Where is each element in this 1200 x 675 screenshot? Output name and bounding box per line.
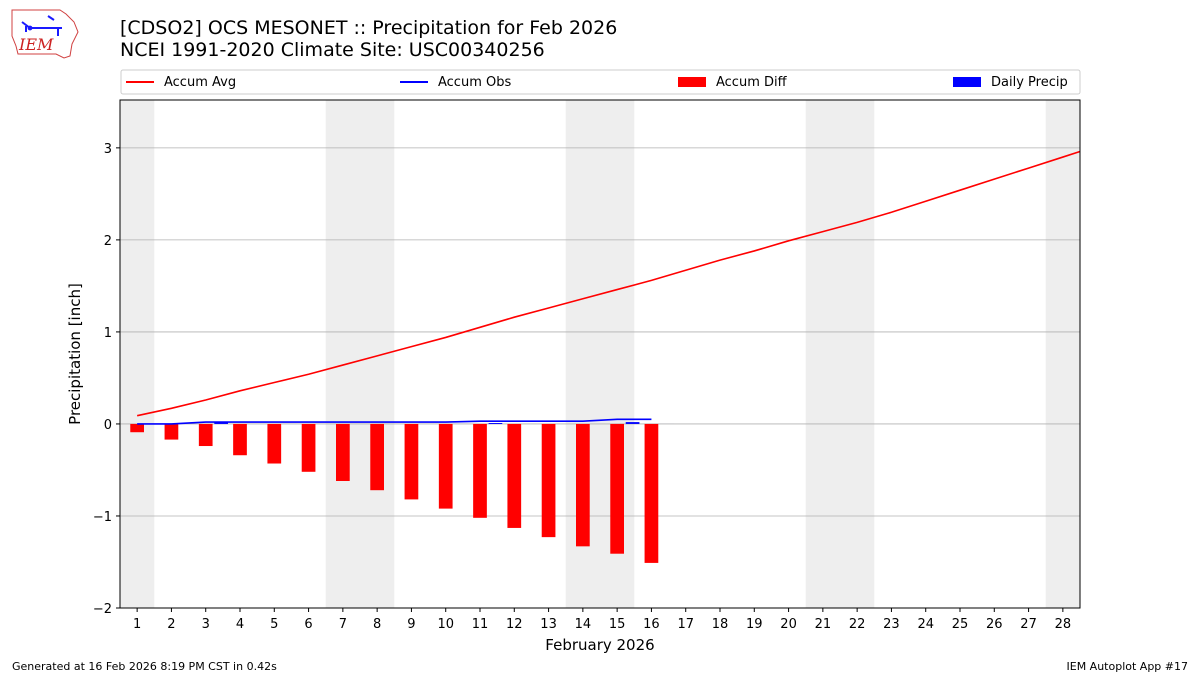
x-tick-label: 25 xyxy=(952,617,969,632)
accum-diff-bar xyxy=(644,423,659,563)
title-line-2: NCEI 1991-2020 Climate Site: USC00340256 xyxy=(120,39,545,61)
x-tick-label: 10 xyxy=(437,617,454,632)
x-tick-label: 15 xyxy=(609,617,626,632)
weekend-shade xyxy=(805,100,875,608)
x-tick-label: 5 xyxy=(270,617,278,632)
legend-box xyxy=(120,69,1081,95)
chart-title: [CDSO2] OCS MESONET :: Precipitation for… xyxy=(120,17,617,61)
accum-diff-bar xyxy=(610,423,624,554)
accum-diff-bar xyxy=(267,423,282,464)
accum-diff-bar xyxy=(233,423,247,456)
legend-bar-swatch xyxy=(678,77,706,87)
y-tick-label: −2 xyxy=(93,602,112,617)
daily-precip-bar xyxy=(214,422,228,424)
y-tick-label: 1 xyxy=(104,326,112,341)
y-tick-label: −1 xyxy=(93,510,112,525)
x-tick-label: 17 xyxy=(677,617,694,632)
accum-diff-bar xyxy=(473,423,487,518)
accum-diff-bar xyxy=(198,423,213,447)
weekend-shade xyxy=(1045,100,1080,608)
accum-diff-bar xyxy=(164,423,179,440)
x-tick-label: 14 xyxy=(575,617,592,632)
iem-logo: IEM xyxy=(11,9,79,59)
daily-precip-bar xyxy=(625,422,640,424)
x-axis-label: February 2026 xyxy=(545,636,654,654)
accum-avg-line xyxy=(136,150,1081,417)
accum-diff-bar xyxy=(130,423,144,433)
accum-diff-bar xyxy=(370,423,384,491)
x-tick-label: 4 xyxy=(236,617,244,632)
x-tick-label: 16 xyxy=(643,617,660,632)
weekend-shade xyxy=(120,100,155,608)
x-tick-label: 22 xyxy=(849,617,866,632)
x-tick-label: 20 xyxy=(780,617,797,632)
legend-label: Daily Precip xyxy=(991,75,1068,90)
accum-diff-bar xyxy=(301,423,316,472)
station-dot-icon xyxy=(27,25,33,31)
y-axis-label: Precipitation [inch] xyxy=(66,283,84,425)
x-tick-label: 28 xyxy=(1055,617,1072,632)
generated-timestamp: Generated at 16 Feb 2026 8:19 PM CST in … xyxy=(12,660,277,673)
x-tick-label: 13 xyxy=(540,617,557,632)
x-tick-label: 3 xyxy=(202,617,210,632)
accum-obs-line xyxy=(137,418,652,425)
title-line-1: [CDSO2] OCS MESONET :: Precipitation for… xyxy=(120,17,618,39)
legend-label: Accum Avg xyxy=(164,75,236,90)
x-tick-label: 24 xyxy=(917,617,934,632)
y-tick-label: 3 xyxy=(104,142,112,157)
accum-diff-bar xyxy=(541,423,556,538)
logo-text: IEM xyxy=(18,35,54,54)
x-tick-label: 18 xyxy=(712,617,729,632)
daily-precip-bar xyxy=(488,423,503,424)
legend-bar-swatch xyxy=(953,77,981,87)
y-tick-label: 0 xyxy=(104,418,112,433)
x-tick-label: 8 xyxy=(373,617,381,632)
x-tick-label: 23 xyxy=(883,617,900,632)
x-tick-label: 1 xyxy=(133,617,141,632)
x-tick-label: 27 xyxy=(1020,617,1037,632)
plot-frame xyxy=(119,99,1081,609)
x-tick-label: 7 xyxy=(339,617,347,632)
x-tick-label: 9 xyxy=(407,617,415,632)
x-tick-label: 26 xyxy=(986,617,1003,632)
x-tick-label: 19 xyxy=(746,617,763,632)
accum-diff-bar xyxy=(507,423,522,528)
legend-label: Accum Diff xyxy=(716,75,788,90)
y-tick-label: 2 xyxy=(104,234,112,249)
x-tick-label: 21 xyxy=(815,617,832,632)
iowa-state-outline-icon xyxy=(11,9,79,59)
app-label: IEM Autoplot App #17 xyxy=(1066,660,1189,673)
legend-label: Accum Obs xyxy=(438,75,511,90)
accum-diff-bar xyxy=(404,423,419,500)
legend: Accum Avg Accum Obs Accum Diff Daily Precip xyxy=(120,69,1081,95)
x-tick-label: 6 xyxy=(304,617,312,632)
accum-diff-bar xyxy=(576,423,590,547)
x-tick-label: 12 xyxy=(506,617,523,632)
accum-diff-bar xyxy=(336,423,350,481)
accum-diff-bar xyxy=(438,423,453,509)
weather-station-icon xyxy=(21,15,62,36)
x-tick-label: 2 xyxy=(167,617,175,632)
x-tick-label: 11 xyxy=(472,617,489,632)
